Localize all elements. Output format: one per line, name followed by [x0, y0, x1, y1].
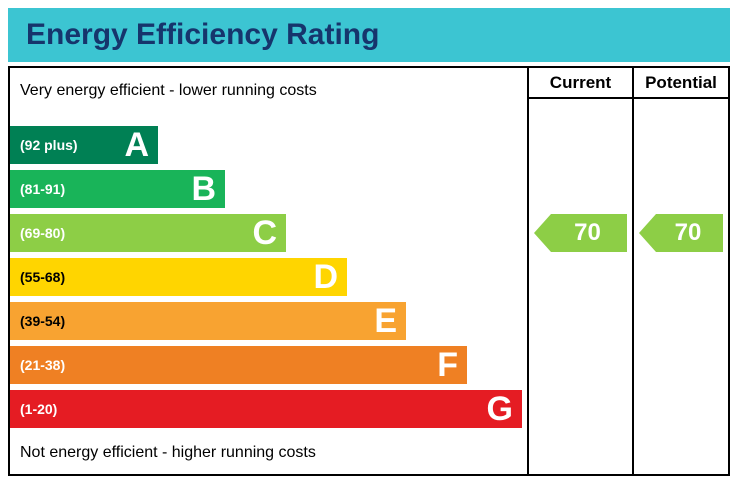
band-row: (21-38) F: [10, 346, 522, 384]
bottom-note: Not energy efficient - higher running co…: [20, 444, 316, 461]
band-range-label: (55-68): [20, 269, 66, 285]
band-row: (92 plus) A: [10, 126, 522, 164]
band-letter: A: [124, 126, 149, 164]
band-range-label: (69-80): [20, 225, 66, 241]
band-bar-c: (69-80) C: [10, 214, 286, 252]
band-range-label: (92 plus): [20, 137, 78, 153]
band-row: (69-80) C: [10, 214, 522, 252]
page-title: Energy Efficiency Rating: [26, 18, 380, 51]
band-range-label: (81-91): [20, 181, 66, 197]
band-letter: C: [252, 214, 277, 252]
band-range-label: (39-54): [20, 313, 66, 329]
band-bar-g: (1-20) G: [10, 390, 522, 428]
current-column-header: Current: [529, 68, 632, 99]
potential-column: Potential 70: [632, 68, 728, 474]
current-rating-value: 70: [574, 219, 601, 246]
band-row: (55-68) D: [10, 258, 522, 296]
potential-rating-arrow: 70: [639, 214, 723, 252]
current-column: Current 70: [527, 68, 632, 474]
band-bar-d: (55-68) D: [10, 258, 347, 296]
title-bar: Energy Efficiency Rating: [8, 8, 730, 62]
rating-bands: (92 plus) A (81-91) B (69-80) C (55-68) …: [10, 126, 522, 434]
current-rating-arrow: 70: [534, 214, 627, 252]
band-letter: B: [191, 170, 216, 208]
potential-rating-value: 70: [674, 219, 702, 246]
band-bar-a: (92 plus) A: [10, 126, 158, 164]
energy-rating-chart: Very energy efficient - lower running co…: [8, 66, 730, 476]
band-row: (1-20) G: [10, 390, 522, 428]
potential-column-header: Potential: [634, 68, 728, 99]
band-bar-f: (21-38) F: [10, 346, 467, 384]
band-bar-b: (81-91) B: [10, 170, 225, 208]
band-letter: D: [313, 258, 338, 296]
band-bar-e: (39-54) E: [10, 302, 406, 340]
top-note: Very energy efficient - lower running co…: [20, 82, 317, 99]
band-row: (39-54) E: [10, 302, 522, 340]
band-range-label: (21-38): [20, 357, 66, 373]
band-range-label: (1-20): [20, 401, 58, 417]
band-letter: F: [437, 346, 458, 384]
band-row: (81-91) B: [10, 170, 522, 208]
band-letter: E: [374, 302, 397, 340]
band-letter: G: [486, 390, 513, 428]
